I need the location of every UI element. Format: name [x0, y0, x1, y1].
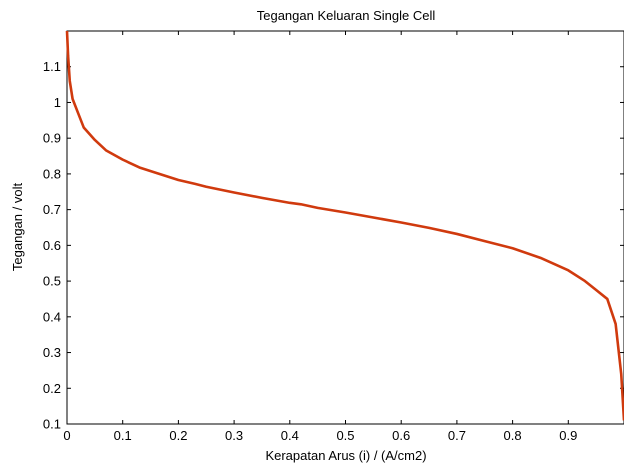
- x-tick-label: 0.9: [559, 428, 577, 443]
- y-tick-label: 0.6: [43, 238, 61, 253]
- x-tick-label: 0.4: [281, 428, 299, 443]
- y-tick-label: 0.9: [43, 131, 61, 146]
- x-tick-label: 0: [63, 428, 70, 443]
- y-tick-label: 0.3: [43, 345, 61, 360]
- x-tick-label: 0.1: [114, 428, 132, 443]
- tick-labels: 0 0.1 0.2 0.3 0.4 0.5 0.6 0.7 0.8 0.90.10.20.30.4…: [43, 59, 577, 443]
- y-tick-label: 0.5: [43, 274, 61, 289]
- y-tick-label: 1.1: [43, 59, 61, 74]
- y-tick-label: 0.1: [43, 417, 61, 432]
- x-axis-label: Kerapatan Arus (i) / (A/cm2): [265, 448, 426, 463]
- series-line: [65, 30, 624, 421]
- y-axis-label: Tegangan / volt: [10, 183, 25, 272]
- y-tick-label: 0.7: [43, 202, 61, 217]
- x-tick-label: 0.7: [448, 428, 466, 443]
- x-tick-label: 0.6: [392, 428, 410, 443]
- chart-title: Tegangan Keluaran Single Cell: [257, 8, 436, 23]
- x-tick-label: 0.5: [336, 428, 354, 443]
- y-tick-label: 1: [54, 95, 61, 110]
- y-tick-label: 0.2: [43, 381, 61, 396]
- x-tick-label: 0.8: [504, 428, 522, 443]
- x-tick-label: 0.2: [169, 428, 187, 443]
- axis-ticks: [66, 31, 624, 425]
- plot-frame: [66, 30, 624, 425]
- y-tick-label: 0.4: [43, 309, 61, 324]
- y-tick-label: 0.8: [43, 166, 61, 181]
- x-tick-label: 0.3: [225, 428, 243, 443]
